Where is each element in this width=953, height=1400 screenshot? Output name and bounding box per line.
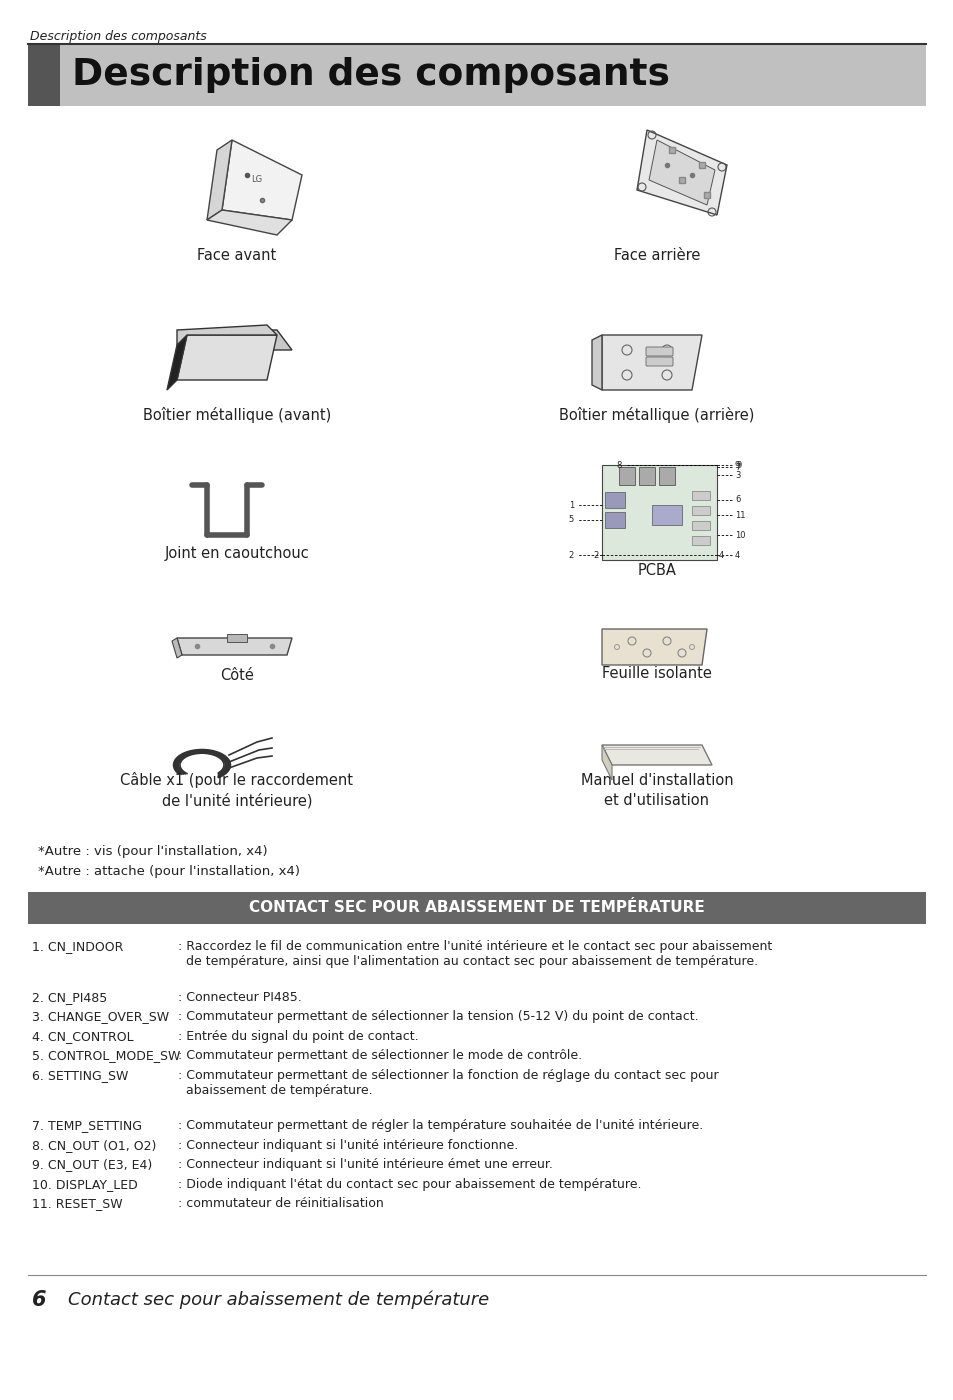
FancyBboxPatch shape xyxy=(604,512,624,528)
Text: 8: 8 xyxy=(616,461,621,469)
Polygon shape xyxy=(222,140,302,220)
Text: 6: 6 xyxy=(734,496,740,504)
Text: Manuel d'installation
et d'utilisation: Manuel d'installation et d'utilisation xyxy=(580,773,733,808)
Text: 1. CN_INDOOR: 1. CN_INDOOR xyxy=(32,939,123,953)
Text: 4: 4 xyxy=(734,550,740,560)
Polygon shape xyxy=(592,335,601,391)
Text: : Raccordez le fil de communication entre l'unité intérieure et le contact sec p: : Raccordez le fil de communication entr… xyxy=(178,939,771,967)
Text: : Commutateur permettant de sélectionner le mode de contrôle.: : Commutateur permettant de sélectionner… xyxy=(178,1049,581,1063)
Text: 3. CHANGE_OVER_SW: 3. CHANGE_OVER_SW xyxy=(32,1011,169,1023)
FancyBboxPatch shape xyxy=(645,357,672,365)
Polygon shape xyxy=(207,140,232,220)
Text: : Connecteur PI485.: : Connecteur PI485. xyxy=(178,991,301,1004)
FancyBboxPatch shape xyxy=(659,468,675,484)
Polygon shape xyxy=(601,629,706,665)
Text: 1: 1 xyxy=(568,501,574,510)
Polygon shape xyxy=(207,210,292,235)
FancyBboxPatch shape xyxy=(691,491,709,500)
Text: 9: 9 xyxy=(734,461,740,469)
Text: : commutateur de réinitialisation: : commutateur de réinitialisation xyxy=(178,1197,383,1211)
Text: 6: 6 xyxy=(32,1289,47,1310)
Text: Contact sec pour abaissement de température: Contact sec pour abaissement de températ… xyxy=(68,1291,489,1309)
FancyBboxPatch shape xyxy=(604,491,624,508)
FancyBboxPatch shape xyxy=(691,536,709,545)
Text: PCBA: PCBA xyxy=(637,563,676,578)
Text: 5: 5 xyxy=(568,515,574,525)
Text: 6. SETTING_SW: 6. SETTING_SW xyxy=(32,1068,129,1082)
Polygon shape xyxy=(601,745,612,780)
Polygon shape xyxy=(177,638,292,655)
Text: Feuille isolante: Feuille isolante xyxy=(601,666,711,680)
FancyBboxPatch shape xyxy=(227,634,247,643)
Text: 7. TEMP_SETTING: 7. TEMP_SETTING xyxy=(32,1120,142,1133)
FancyBboxPatch shape xyxy=(639,468,655,484)
Text: Joint en caoutchouc: Joint en caoutchouc xyxy=(165,546,309,561)
Polygon shape xyxy=(187,330,292,350)
FancyBboxPatch shape xyxy=(28,892,925,924)
Text: Description des composants: Description des composants xyxy=(71,57,669,92)
Polygon shape xyxy=(177,335,276,379)
Text: : Commutateur permettant de régler la température souhaitée de l'unité intérieur: : Commutateur permettant de régler la te… xyxy=(178,1120,702,1133)
Text: 8. CN_OUT (O1, O2): 8. CN_OUT (O1, O2) xyxy=(32,1140,156,1152)
Text: : Connecteur indiquant si l'unité intérieure émet une erreur.: : Connecteur indiquant si l'unité intéri… xyxy=(178,1158,553,1172)
Text: LG: LG xyxy=(252,175,262,185)
Text: Face avant: Face avant xyxy=(197,248,276,263)
Text: *Autre : attache (pour l'installation, x4): *Autre : attache (pour l'installation, x… xyxy=(38,865,299,878)
Text: 11. RESET_SW: 11. RESET_SW xyxy=(32,1197,123,1211)
Text: : Connecteur indiquant si l'unité intérieure fonctionne.: : Connecteur indiquant si l'unité intéri… xyxy=(178,1140,517,1152)
FancyBboxPatch shape xyxy=(601,465,717,560)
Text: : Commutateur permettant de sélectionner la tension (5-12 V) du point de contact: : Commutateur permettant de sélectionner… xyxy=(178,1011,698,1023)
Text: 2: 2 xyxy=(593,550,598,560)
FancyBboxPatch shape xyxy=(691,521,709,531)
Text: 4. CN_CONTROL: 4. CN_CONTROL xyxy=(32,1030,133,1043)
Text: Côté: Côté xyxy=(220,668,253,683)
Text: 9: 9 xyxy=(737,461,741,469)
Text: 7: 7 xyxy=(734,462,740,472)
FancyBboxPatch shape xyxy=(28,43,60,106)
Text: 3: 3 xyxy=(734,470,740,479)
Polygon shape xyxy=(172,638,182,658)
FancyBboxPatch shape xyxy=(691,505,709,515)
Text: 4: 4 xyxy=(719,550,723,560)
FancyBboxPatch shape xyxy=(28,43,925,106)
Text: : Diode indiquant l'état du contact sec pour abaissement de température.: : Diode indiquant l'état du contact sec … xyxy=(178,1177,640,1191)
Text: 11: 11 xyxy=(734,511,744,519)
FancyBboxPatch shape xyxy=(645,347,672,356)
Text: 2: 2 xyxy=(568,550,574,560)
Polygon shape xyxy=(637,130,726,216)
Text: 5. CONTROL_MODE_SW: 5. CONTROL_MODE_SW xyxy=(32,1049,180,1063)
Text: CONTACT SEC POUR ABAISSEMENT DE TEMPÉRATURE: CONTACT SEC POUR ABAISSEMENT DE TEMPÉRAT… xyxy=(249,900,704,916)
Polygon shape xyxy=(167,335,187,391)
Text: Câble x1 (pour le raccordement
de l'unité intérieure): Câble x1 (pour le raccordement de l'unit… xyxy=(120,771,354,808)
FancyBboxPatch shape xyxy=(618,468,635,484)
Text: Face arrière: Face arrière xyxy=(613,248,700,263)
Text: 10: 10 xyxy=(734,531,744,539)
Text: Description des composants: Description des composants xyxy=(30,29,207,43)
Text: : Entrée du signal du point de contact.: : Entrée du signal du point de contact. xyxy=(178,1030,418,1043)
Text: *Autre : vis (pour l'installation, x4): *Autre : vis (pour l'installation, x4) xyxy=(38,846,268,858)
Text: Boîtier métallique (arrière): Boîtier métallique (arrière) xyxy=(558,407,754,423)
Text: 10. DISPLAY_LED: 10. DISPLAY_LED xyxy=(32,1177,137,1191)
Polygon shape xyxy=(648,140,714,204)
Text: Boîtier métallique (avant): Boîtier métallique (avant) xyxy=(143,407,331,423)
Polygon shape xyxy=(601,335,701,391)
Text: 9. CN_OUT (E3, E4): 9. CN_OUT (E3, E4) xyxy=(32,1158,152,1172)
Polygon shape xyxy=(601,745,711,764)
Text: 2. CN_PI485: 2. CN_PI485 xyxy=(32,991,107,1004)
Polygon shape xyxy=(177,325,276,344)
Text: : Commutateur permettant de sélectionner la fonction de réglage du contact sec p: : Commutateur permettant de sélectionner… xyxy=(178,1068,718,1096)
FancyBboxPatch shape xyxy=(651,505,681,525)
